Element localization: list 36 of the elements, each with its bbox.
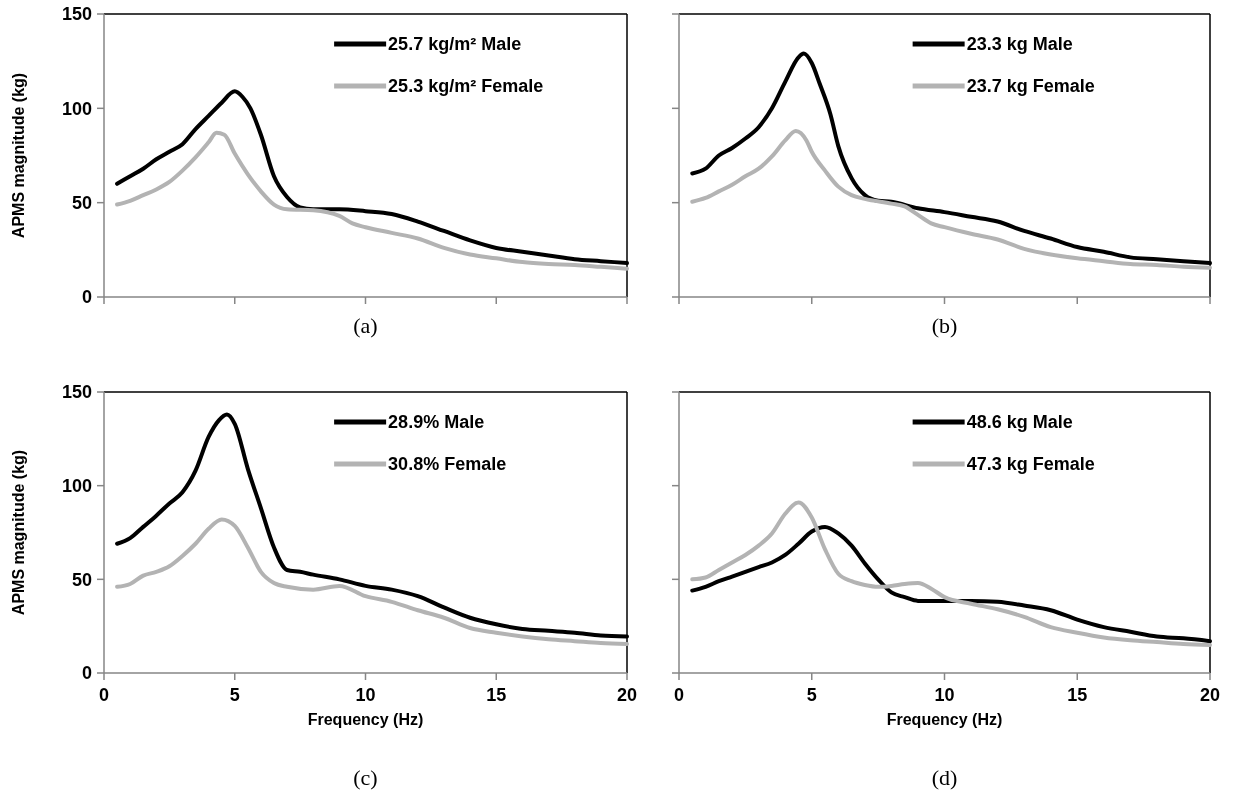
- y-tick-label: 100: [61, 475, 92, 496]
- legend-label: 23.7 kg Female: [966, 76, 1095, 97]
- legend-label: 30.8% Female: [388, 454, 507, 475]
- legend-label: 25.7 kg/m² Male: [388, 34, 522, 55]
- x-tick-label: 15: [486, 685, 507, 705]
- text: (d): [931, 764, 958, 790]
- x-tick-label: 0: [673, 685, 685, 705]
- x-axis-title: Frequency (Hz): [307, 711, 424, 728]
- y-tick-label: 100: [61, 98, 92, 119]
- y-tick-label: 50: [71, 192, 92, 213]
- y-axis-title: APMS magnitude (kg): [10, 449, 27, 616]
- text: (a): [353, 312, 378, 338]
- x-tick-label: 20: [1199, 685, 1221, 705]
- legend-label: 23.3 kg Male: [966, 34, 1073, 55]
- legend-label: 48.6 kg Male: [966, 412, 1073, 433]
- x-axis-title: Frequency (Hz): [886, 711, 1003, 728]
- legend-label: 28.9% Male: [388, 412, 485, 433]
- x-tick-label: 5: [806, 685, 817, 705]
- x-tick-label: 10: [355, 685, 376, 705]
- y-tick-label: 150: [61, 4, 92, 25]
- y-tick-label: 0: [81, 287, 92, 308]
- legend-label: 25.3 kg/m² Female: [388, 76, 544, 97]
- line-series: [115, 517, 629, 646]
- x-tick-label: 15: [1067, 685, 1088, 705]
- line-series: [115, 130, 629, 271]
- y-tick-label: 0: [81, 663, 92, 684]
- x-tick-label: 0: [98, 685, 110, 705]
- y-tick-label: 150: [61, 382, 92, 403]
- x-tick-label: 10: [934, 685, 955, 705]
- text: (b): [931, 312, 958, 338]
- legend-label: 47.3 kg Female: [966, 454, 1095, 475]
- y-axis-title: APMS magnitude (kg): [10, 72, 27, 239]
- y-tick-label: 50: [71, 569, 92, 590]
- x-tick-label: 20: [616, 685, 638, 705]
- text: (c): [353, 764, 378, 790]
- x-tick-label: 5: [229, 685, 240, 705]
